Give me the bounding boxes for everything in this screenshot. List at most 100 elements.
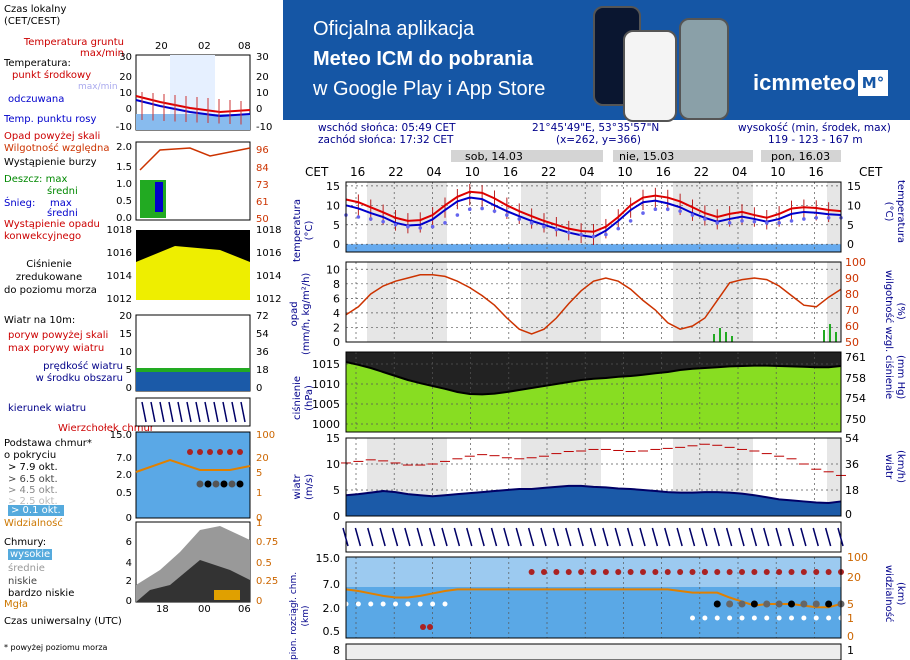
mini-cloud-tick-1: 7.0 (116, 453, 132, 464)
mini-dir-arrow-6 (195, 401, 201, 423)
mini-cloud-top-1 (197, 449, 203, 455)
mini-top-hour-2: 02 (198, 41, 211, 52)
cloud-top-dot-15 (528, 569, 535, 575)
temp-ytick-r-1: 5 (847, 219, 854, 232)
cloud-low-dot-37 (801, 615, 807, 621)
precip-ytick-5: 10 (326, 263, 340, 276)
label-precip: opad (mm/h, kg/m²/h) (289, 272, 312, 355)
cloud-top-dot-b-31 (726, 569, 733, 575)
label-pressure: ciśnienie (hPa) (292, 375, 315, 420)
temp-ytick-r-2: 10 (847, 199, 861, 212)
dew-point-24 (641, 211, 645, 215)
label-temp-right: temperatura (°C) (883, 180, 906, 244)
label-humidity: (%) wilgotność wzgl. (883, 270, 906, 353)
mini-cloud-tick-4: 0 (126, 513, 132, 524)
precip-night-2 (673, 262, 753, 342)
cloud-top-dot-21 (602, 569, 609, 575)
hour-label-9: 22 (694, 165, 709, 179)
mini-dir-arrow-5 (186, 401, 192, 423)
cloud-ytick-3: 0.5 (323, 625, 341, 638)
mini-wind-tick-3: 5 (126, 365, 132, 376)
mini-pres-area (136, 246, 250, 300)
legend-rain: Deszcz: max (4, 174, 68, 185)
cloud-base-dark-38 (812, 600, 820, 608)
phone-image-3 (679, 18, 729, 120)
label-cloud-right: (km) widzialność (883, 565, 906, 623)
mini-hum-tick-2: 73 (256, 180, 269, 191)
mini-pres-tick-2: 1014 (107, 271, 132, 282)
temp-ytick-2: 10 (326, 199, 340, 212)
dew-point-22 (616, 226, 621, 231)
cloud-top-dot-b-35 (776, 569, 783, 575)
mini-wind-tick-r-3: 18 (256, 365, 269, 376)
mini-dir-arrow-4 (177, 401, 183, 423)
legend-ground-temp: Temperatura gruntu max/min (23, 37, 124, 59)
mini-cloud-base-0 (196, 480, 204, 488)
wind-arrow-15 (527, 527, 535, 547)
mini-pres-tick-r-1: 1016 (256, 248, 281, 259)
cloud-top-dot-25 (652, 569, 659, 575)
phone-image-2 (623, 30, 677, 122)
legend-cloud-top: Wierzchołek chmur (58, 423, 154, 434)
hour-label-6: 04 (579, 165, 594, 179)
dew-point-5 (406, 224, 410, 229)
cloud-ytick-2: 2.0 (323, 602, 341, 615)
hour-label-3: 10 (465, 165, 480, 179)
mini-cover-tick-1: 4 (126, 558, 132, 569)
wind-arrow-21 (602, 527, 609, 547)
mini-wind-tick-r-0: 72 (256, 311, 269, 322)
cloud-base-dot-5 (405, 601, 411, 607)
dew-point-1 (356, 215, 361, 219)
icmmeteo-logo: icmmeteo (753, 70, 856, 95)
cloud-base-dot-6 (417, 601, 423, 607)
dew-point-21 (604, 232, 608, 237)
mini-dir-arrow-7 (204, 401, 210, 423)
pres-ytick-0: 1000 (312, 418, 340, 431)
temp-frame (345, 181, 842, 253)
wind-speed-line (345, 484, 842, 505)
dew-point-7 (430, 224, 435, 229)
dew-point-39 (826, 215, 831, 220)
day-band-0 (451, 150, 603, 162)
hum-ytick-1: 60 (845, 320, 859, 333)
dew-point-26 (665, 207, 670, 212)
cloud-top-dot-22 (615, 569, 622, 575)
cloud-top-dot-b-30 (714, 569, 721, 575)
cloud-base-dark-33 (750, 600, 758, 608)
hour-label-0: 16 (350, 165, 365, 179)
mini-temp-tick-3: 0 (126, 104, 132, 115)
cloud-frame (345, 556, 842, 639)
kmh-ytick-0: 54 (845, 432, 859, 445)
hour-label-8: 16 (656, 165, 671, 179)
wind-arrow-0 (342, 527, 349, 547)
legend-storm: Wystąpienie burzy (4, 157, 97, 168)
cloud-base-dark-31 (726, 600, 734, 608)
kmh-ytick-2: 18 (845, 484, 859, 497)
mini-cloud-top-5 (237, 449, 243, 455)
next-panel-ytick: 8 (333, 644, 340, 657)
day-band-1 (613, 150, 753, 162)
dew-point-37 (802, 217, 806, 221)
hour-label-10: 04 (732, 165, 747, 179)
mini-vis-tick-0: 100 (256, 430, 275, 441)
mini-pres-tick-r-3: 1012 (256, 294, 281, 305)
dew-point-14 (517, 217, 522, 221)
mini-wind-tick-2: 10 (119, 347, 132, 358)
cloud-top-dot-20 (590, 569, 597, 575)
logo-badge: M° (858, 70, 888, 96)
mini-wind-tick-r-1: 54 (256, 329, 269, 340)
temp-night-3 (827, 182, 841, 252)
pres-ytick-3: 1015 (312, 358, 340, 371)
wind-arrow-33 (750, 527, 758, 547)
mini-temp-tick-0: 30 (119, 52, 132, 63)
dew-point-15 (529, 221, 534, 225)
pressure-sky (346, 352, 841, 395)
banner-line-1: Oficjalna aplikacja (313, 18, 475, 40)
legend-okt-5: > 0.1 okt. (8, 505, 64, 516)
wind-arrow-10 (466, 527, 473, 547)
cloud-low-dot-31 (727, 615, 733, 621)
dew-point-32 (740, 219, 744, 223)
mini-cover-tick-r-3: 0.25 (256, 576, 278, 587)
cloud-top-dot-b-38 (813, 569, 820, 575)
app-banner[interactable]: Oficjalna aplikacja Meteo ICM do pobrani… (283, 0, 910, 122)
